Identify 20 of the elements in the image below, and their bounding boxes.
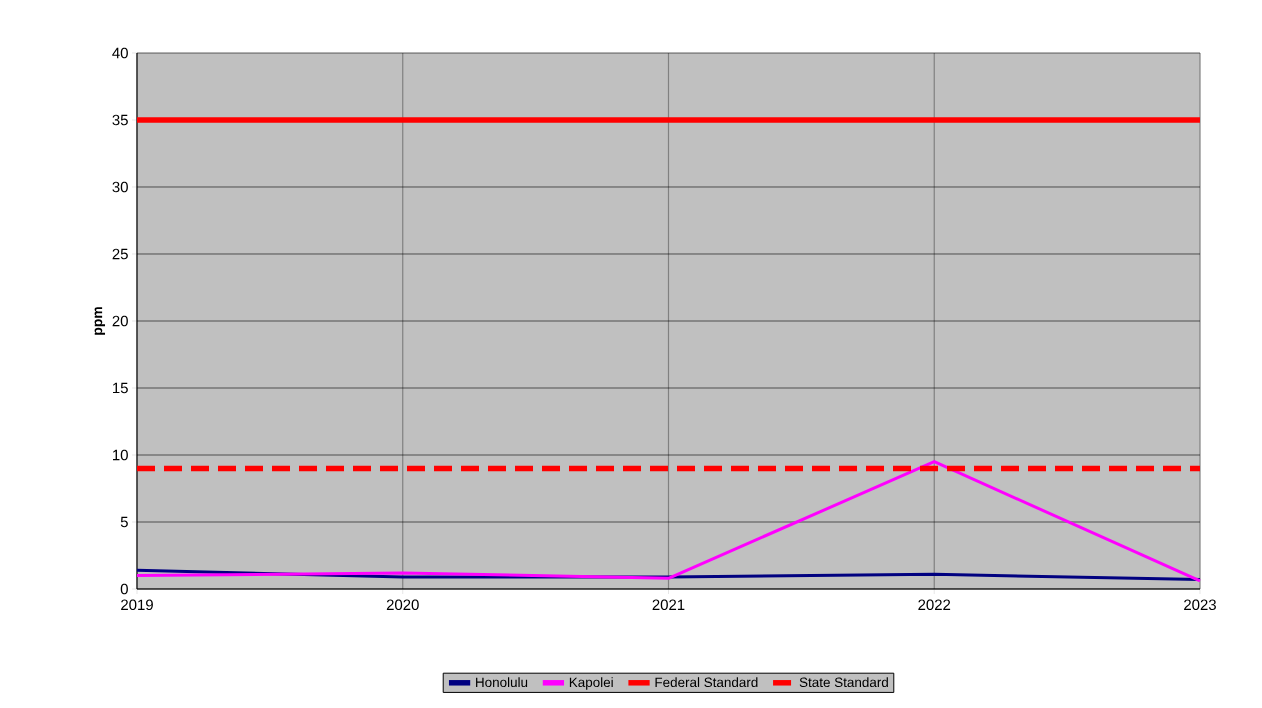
y-axis-title: ppm: [94, 307, 106, 335]
y-tick-label: 25: [112, 248, 128, 260]
y-tick-label: 15: [113, 382, 128, 394]
x-tick-label: 2022: [918, 599, 951, 611]
x-tick-label: 2021: [652, 599, 685, 611]
y-tick-label: 20: [112, 315, 128, 327]
y-tick-label: 5: [120, 516, 128, 528]
legend-label: State Standard: [799, 677, 888, 688]
y-tick-label: 0: [120, 583, 128, 595]
legend-label: Federal Standard: [655, 677, 758, 688]
y-tick-label: 10: [113, 449, 128, 461]
line-series: [135, 460, 1202, 583]
y-tick-label: 40: [112, 47, 128, 59]
legend-label: Kapolei: [569, 677, 613, 690]
x-tick-label: 2020: [386, 599, 419, 611]
y-tick-label: 30: [112, 181, 128, 193]
legend-label: Honolulu: [476, 677, 528, 688]
x-tick-label: 2019: [121, 599, 153, 611]
x-tick-label: 2023: [1184, 599, 1216, 611]
y-tick-label: 35: [112, 114, 128, 126]
